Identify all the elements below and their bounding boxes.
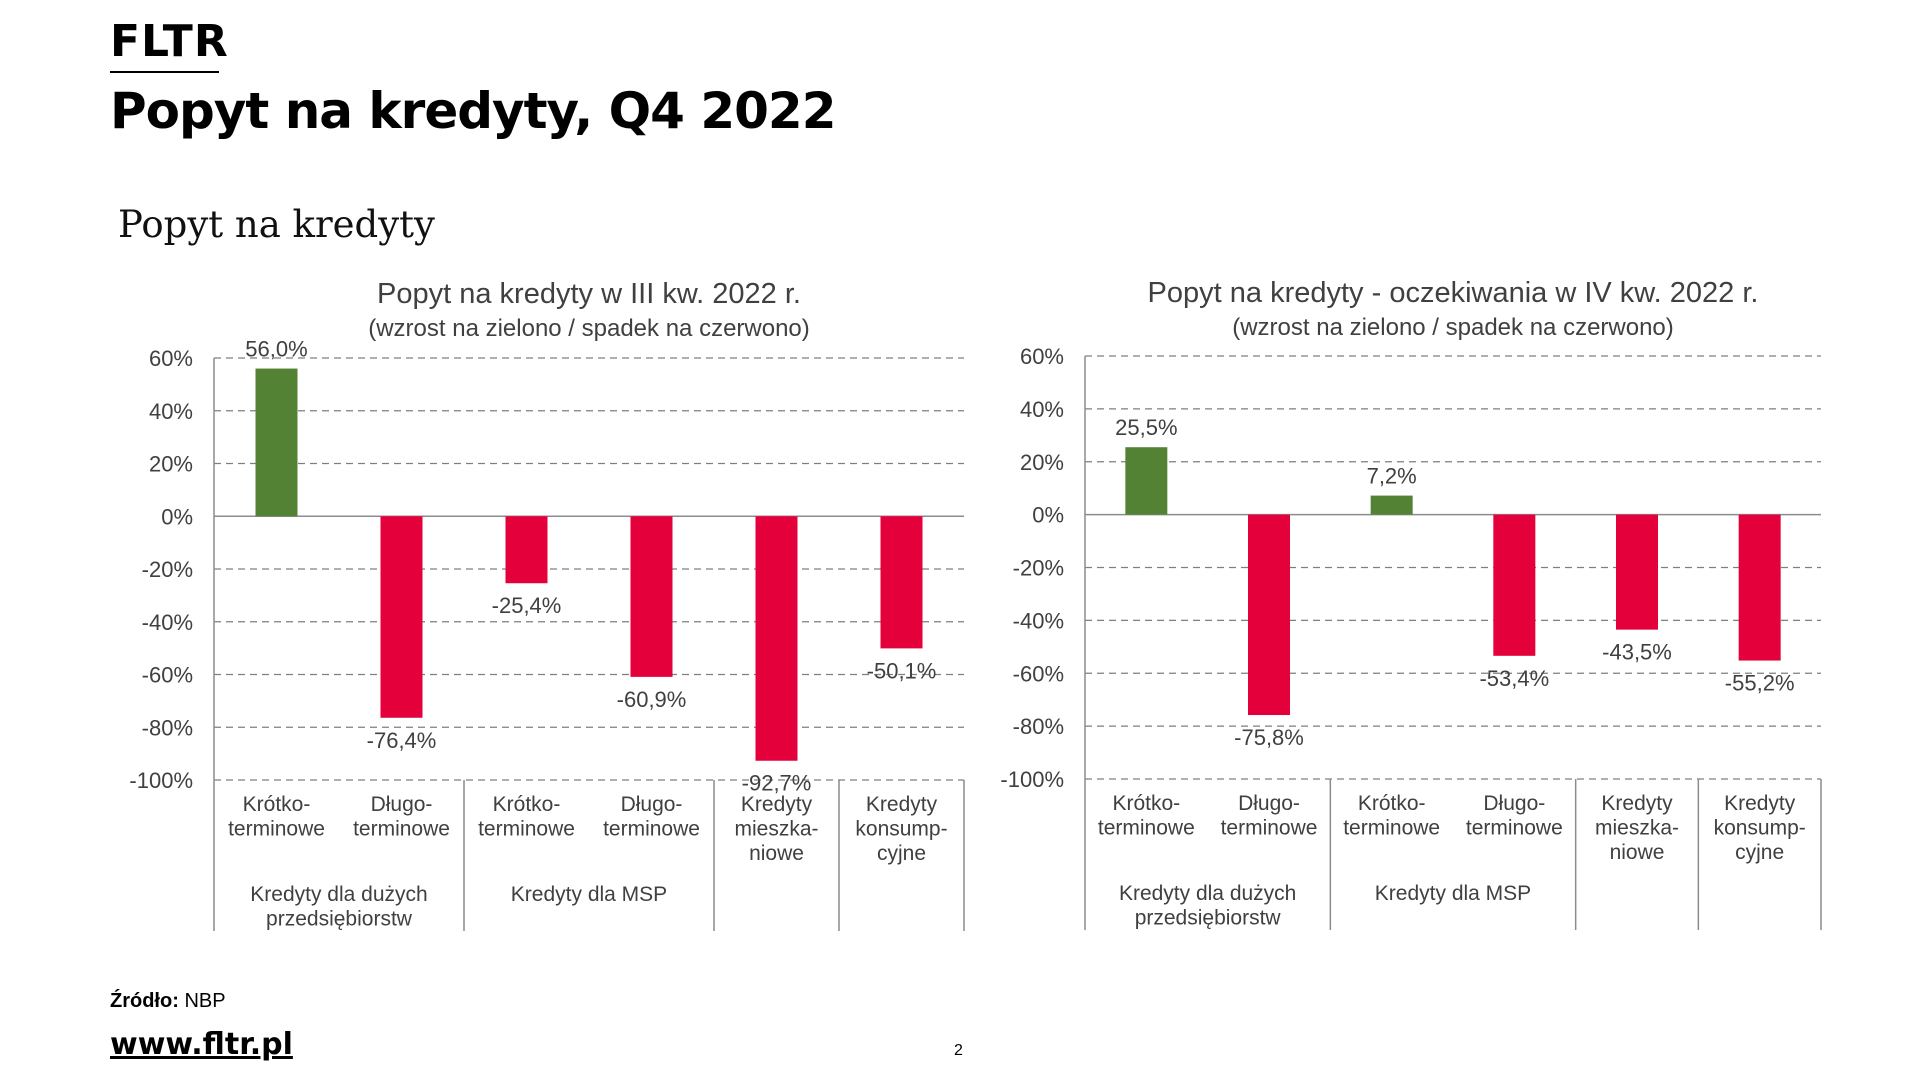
chart-title: Popyt na kredyty w III kw. 2022 r. [377, 278, 801, 310]
bar [255, 368, 298, 517]
data-label: -25,4% [492, 593, 562, 618]
section-title: Popyt na kredyty [118, 203, 435, 246]
category-label: cyjne [1735, 841, 1784, 864]
chart-subtitle: (wzrost na zielono / spadek na czerwono) [1232, 314, 1674, 341]
bar [880, 516, 923, 649]
category-label: Krótko- [243, 793, 311, 816]
group-label: Kredyty dla dużych [250, 883, 427, 906]
y-tick-label: -60% [142, 663, 193, 688]
source-note: Źródło: NBP [110, 990, 226, 1013]
category-label: terminowe [478, 818, 575, 841]
bar [1738, 514, 1781, 661]
data-label: -60,9% [617, 687, 687, 712]
source-value: NBP [184, 990, 226, 1012]
category-label: Długo- [1238, 792, 1300, 815]
category-label: Kredyty [1724, 792, 1796, 815]
data-label: -75,8% [1234, 725, 1304, 750]
category-label: terminowe [1343, 817, 1440, 840]
website-link[interactable]: www.fltr.pl [110, 1027, 293, 1062]
data-label: -76,4% [367, 728, 437, 753]
category-label: Długo- [1483, 792, 1545, 815]
y-tick-label: -20% [1013, 556, 1064, 581]
category-label: terminowe [353, 818, 450, 841]
logo-underline [110, 71, 219, 73]
category-label: Kredyty [1601, 792, 1673, 815]
y-tick-label: -100% [1000, 767, 1064, 792]
page-number: 2 [954, 1042, 963, 1059]
y-tick-label: 40% [149, 399, 193, 424]
y-tick-label: 60% [1020, 344, 1064, 369]
group-label: przedsiębiorstw [1135, 907, 1282, 930]
y-tick-label: -80% [142, 715, 193, 740]
y-tick-label: -60% [1013, 661, 1064, 686]
data-label: 7,2% [1367, 464, 1417, 489]
bar [630, 516, 673, 677]
bar [1248, 514, 1290, 716]
category-label: konsump- [1714, 817, 1806, 840]
bar [1616, 514, 1658, 630]
page-title: Popyt na kredyty, Q4 2022 [110, 82, 837, 140]
y-tick-label: -20% [142, 557, 193, 582]
data-label: -92,7% [742, 771, 812, 796]
category-label: Krótko- [1112, 792, 1180, 815]
source-label: Źródło: [110, 990, 179, 1012]
chart-1: Popyt na kredyty w III kw. 2022 r. (wzros… [129, 278, 965, 931]
y-tick-label: -100% [129, 768, 193, 793]
y-tick-label: -40% [142, 610, 193, 635]
bar [1125, 447, 1168, 515]
bar [1493, 514, 1536, 656]
fltr-logo: FLTR [110, 16, 229, 67]
bar [380, 516, 423, 718]
bar [1370, 495, 1413, 515]
data-label: -55,2% [1725, 671, 1795, 696]
category-label: Kredyty [741, 793, 813, 816]
bar [505, 516, 548, 584]
data-label: -43,5% [1602, 640, 1672, 665]
category-label: Krótko- [493, 793, 561, 816]
group-label: Kredyty dla MSP [511, 883, 667, 906]
y-tick-label: 0% [161, 504, 193, 529]
chart-title: Popyt na kredyty - oczekiwania w IV kw. … [1148, 277, 1759, 309]
group-label: Kredyty dla dużych [1119, 882, 1296, 905]
y-tick-label: 60% [149, 346, 193, 371]
category-label: cyjne [877, 842, 926, 865]
category-label: terminowe [1466, 817, 1563, 840]
data-label: 25,5% [1115, 415, 1177, 440]
category-label: niowe [749, 842, 804, 865]
category-label: Długo- [371, 793, 433, 816]
data-label: 56,0% [245, 337, 307, 362]
category-label: Kredyty [866, 793, 938, 816]
chart-2: Popyt na kredyty - oczekiwania w IV kw. … [1000, 277, 1822, 930]
y-tick-label: -40% [1013, 608, 1064, 633]
category-label: Długo- [621, 793, 683, 816]
chart-subtitle: (wzrost na zielono / spadek na czerwono) [368, 315, 810, 342]
category-label: terminowe [228, 818, 325, 841]
group-label: przedsiębiorstw [266, 908, 413, 931]
y-tick-label: 40% [1020, 397, 1064, 422]
y-tick-label: -80% [1013, 714, 1064, 739]
y-tick-label: 20% [1020, 450, 1064, 475]
category-label: mieszka- [1595, 817, 1679, 840]
category-label: terminowe [1098, 817, 1195, 840]
category-label: konsump- [855, 818, 947, 841]
category-label: niowe [1610, 841, 1665, 864]
category-label: terminowe [1221, 817, 1318, 840]
data-label: -53,4% [1479, 666, 1549, 691]
data-label: -50,1% [867, 658, 937, 683]
group-label: Kredyty dla MSP [1375, 882, 1531, 905]
y-tick-label: 20% [149, 452, 193, 477]
category-label: terminowe [603, 818, 700, 841]
y-tick-label: 0% [1032, 503, 1064, 528]
category-label: Krótko- [1358, 792, 1426, 815]
category-label: mieszka- [734, 818, 818, 841]
bar [755, 516, 798, 761]
